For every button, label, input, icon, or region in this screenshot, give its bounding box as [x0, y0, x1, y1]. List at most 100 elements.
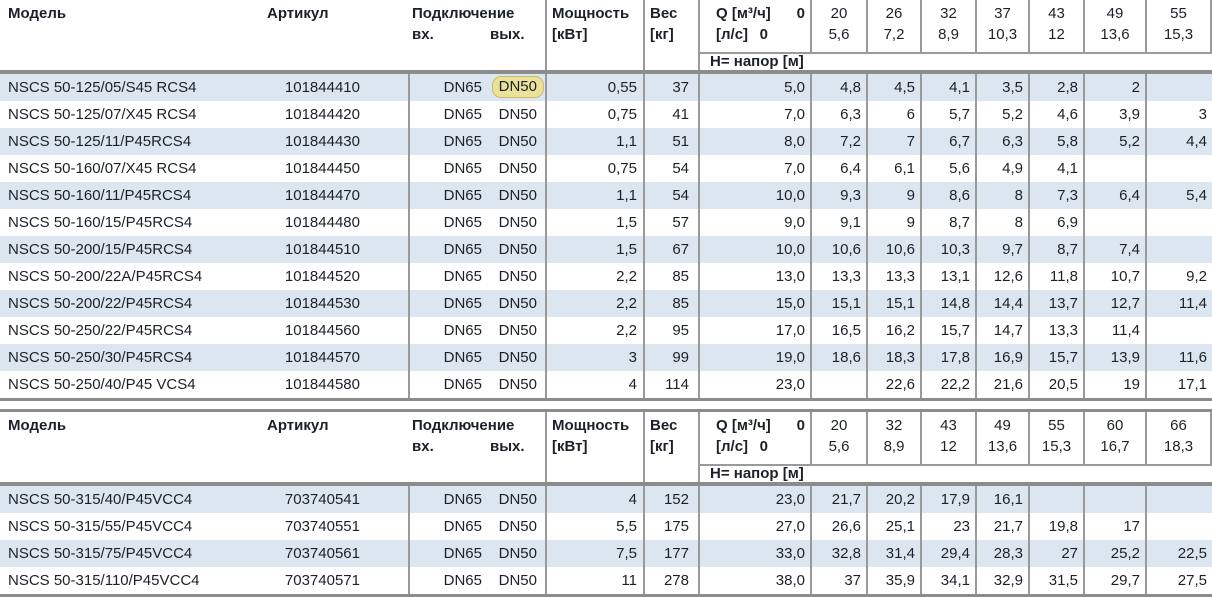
cell-head-value	[1147, 513, 1212, 540]
cell-head-value: 26,6	[812, 513, 868, 540]
table-header: Модель Артикул Подключение вх. вых. Мощность […	[0, 412, 1212, 486]
cell-model: NSCS 50-125/07/X45 RCS4	[8, 106, 197, 123]
cell-head-value: 17,8	[922, 344, 977, 371]
cell-model: NSCS 50-160/11/P45RCS4	[8, 187, 192, 204]
cell-head-value: 4,8	[812, 74, 868, 101]
cell-head-value: 3,9	[1085, 101, 1147, 128]
table-row: NSCS 50-160/15/P45RCS4 101844480 DN65 DN50 1…	[0, 209, 1212, 236]
cell-conn-out: DN50	[490, 317, 547, 344]
cell-head-value: 8,7	[1030, 236, 1085, 263]
cell-head-value: 4,4	[1186, 133, 1207, 150]
flow-ls-value: 5,6	[828, 26, 850, 43]
flow-column-header: 32 8,9	[922, 0, 977, 52]
cell-head-value: 22,2	[922, 371, 977, 398]
flow-q-zero: 0	[796, 417, 805, 434]
cell-head-value: 11,4	[1085, 317, 1147, 344]
cell-article: 101844560	[265, 317, 410, 344]
flow-q-line: Q [м³/ч] 0	[716, 3, 805, 24]
connection-subheader: вх. вых.	[410, 436, 545, 457]
cell-head-value: 13,7	[1030, 290, 1085, 317]
cell-conn-in: DN65	[443, 133, 482, 150]
cell-power: 0,55	[547, 74, 645, 101]
cell-head-value: 11,6	[1178, 349, 1207, 366]
cell-conn-in: DN65	[443, 214, 482, 231]
cell-weight: 41	[645, 101, 700, 128]
table-row: NSCS 50-125/05/S45 RCS4 101844410 DN65 DN50…	[0, 74, 1212, 101]
cell-model: NSCS 50-125/11/P45RCS4	[8, 133, 192, 150]
cell-head-value: 6,3	[812, 101, 868, 128]
cell-article: 101844580	[265, 371, 410, 398]
cell-head-value: 19,0	[700, 344, 812, 371]
cell-head-value: 21,7	[977, 513, 1030, 540]
cell-head-value: 13,0	[700, 263, 812, 290]
cell-article: 101844480	[265, 209, 410, 236]
cell-head-value: 9,3	[812, 182, 868, 209]
cell-model: NSCS 50-250/30/P45RCS4	[8, 349, 193, 366]
cell-head-value: 23,0	[700, 486, 812, 513]
flow-ls-value: 18,3	[1163, 438, 1194, 455]
flow-m3h-value: 20	[830, 417, 848, 434]
flow-ls-zero: 0	[759, 438, 768, 455]
cell-head-value: 10,6	[868, 236, 922, 263]
cell-article: 101844420	[265, 101, 410, 128]
cell-conn-in: DN65	[443, 518, 482, 535]
cell-head-value: 9,1	[812, 209, 868, 236]
column-header-flow-zero: Q [м³/ч] 0 [л/с] 0	[700, 412, 812, 464]
cell-power: 2,2	[547, 290, 645, 317]
flow-ls-line: [л/с] 0	[716, 24, 768, 45]
cell-head-value: 5,2	[1085, 128, 1147, 155]
cell-head-value: 27,5	[1177, 572, 1207, 589]
cell-power: 2,2	[547, 263, 645, 290]
cell-head-value: 13,1	[922, 263, 977, 290]
cell-model: NSCS 50-160/07/X45 RCS4	[8, 160, 197, 177]
cell-power: 1,1	[547, 128, 645, 155]
cell-head-value: 23	[922, 513, 977, 540]
flow-column-header: 26 7,2	[868, 0, 922, 52]
flow-column-header: 32 8,9	[868, 412, 922, 464]
cell-head-value: 8,6	[922, 182, 977, 209]
cell-article: 101844520	[265, 263, 410, 290]
flow-column-header: 20 5,6	[812, 412, 868, 464]
cell-conn-in: DN65	[443, 106, 482, 123]
flow-m3h-value: 37	[994, 5, 1011, 22]
cell-head-value: 19	[1085, 371, 1147, 398]
cell-model: NSCS 50-160/15/P45RCS4	[8, 214, 193, 231]
cell-model: NSCS 50-315/75/P45VCC4	[8, 545, 193, 562]
flow-m3h-value: 55	[1170, 5, 1187, 22]
cell-conn-out: DN50	[490, 182, 547, 209]
cell-head-value: 6,3	[977, 128, 1030, 155]
cell-power: 1,5	[547, 209, 645, 236]
cell-model: NSCS 50-125/05/S45 RCS4	[8, 79, 197, 96]
cell-head-value: 31,4	[868, 540, 922, 567]
cell-head-value: 15,7	[922, 317, 977, 344]
flow-column-header: 20 5,6	[812, 0, 868, 52]
flow-column-header: 60 16,7	[1085, 412, 1147, 464]
cell-head-value	[1030, 486, 1085, 513]
flow-m3h-value: 66	[1170, 417, 1187, 434]
cell-head-value: 6,4	[812, 155, 868, 182]
cell-conn-in: DN65	[443, 572, 482, 589]
cell-head-value: 5,0	[700, 74, 812, 101]
flow-m3h-value: 55	[1048, 417, 1065, 434]
table-row: NSCS 50-315/110/P45VCC4 703740571 DN65 DN50…	[0, 567, 1212, 594]
cell-head-value: 15,7	[1030, 344, 1085, 371]
table-row: NSCS 50-160/11/P45RCS4 101844470 DN65 DN50 1…	[0, 182, 1212, 209]
cell-head-value: 33,0	[700, 540, 812, 567]
flow-ls-zero: 0	[759, 26, 768, 43]
cell-model: NSCS 50-250/40/P45 VCS4	[8, 376, 196, 393]
cell-article: 101844430	[265, 128, 410, 155]
cell-head-value: 6,9	[1030, 209, 1085, 236]
cell-weight: 51	[645, 128, 700, 155]
cell-head-value: 16,2	[868, 317, 922, 344]
flow-ls-value: 13,6	[1100, 26, 1130, 43]
cell-head-value: 25,2	[1085, 540, 1147, 567]
cell-head-value: 13,3	[812, 263, 868, 290]
cell-model: NSCS 50-250/22/P45RCS4	[8, 322, 193, 339]
cell-conn-out: DN50	[490, 236, 547, 263]
cell-head-value: 7,4	[1085, 236, 1147, 263]
cell-weight: 85	[645, 263, 700, 290]
cell-head-value: 6	[868, 101, 922, 128]
cell-head-value: 15,0	[700, 290, 812, 317]
head-row-label: H= напор [м]	[700, 464, 1212, 482]
cell-head-value: 10,7	[1085, 263, 1147, 290]
